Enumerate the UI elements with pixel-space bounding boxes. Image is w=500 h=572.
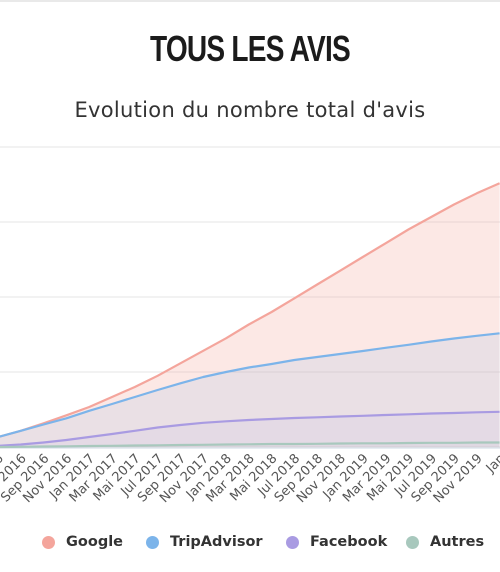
legend-marker-facebook bbox=[286, 535, 299, 549]
top-divider bbox=[0, 0, 500, 2]
series-lines bbox=[0, 182, 500, 449]
x-tick-label: Jan bbox=[483, 451, 500, 476]
area-tripadvisor bbox=[0, 333, 500, 447]
legend-marker-autres bbox=[406, 535, 419, 549]
line-tripadvisor bbox=[0, 332, 500, 438]
legend-item-facebook[interactable]: Facebook bbox=[286, 534, 387, 550]
legend-marker-tripadvisor bbox=[146, 535, 159, 549]
legend-item-tripadvisor[interactable]: TripAdvisor bbox=[146, 534, 263, 550]
legend-label-tripadvisor: TripAdvisor bbox=[170, 534, 263, 550]
legend: Google TripAdvisor Facebook Autres bbox=[0, 534, 500, 556]
line-facebook bbox=[0, 410, 500, 447]
chart-title: Evolution du nombre total d'avis bbox=[74, 98, 426, 122]
area-facebook bbox=[0, 411, 500, 447]
legend-label-autres: Autres bbox=[430, 534, 485, 550]
legend-item-autres[interactable]: Autres bbox=[406, 534, 484, 550]
legend-label-google: Google bbox=[66, 534, 124, 550]
section-title: TOUS LES AVIS bbox=[150, 28, 351, 69]
area-google bbox=[0, 183, 500, 447]
series-areas bbox=[0, 183, 500, 447]
legend-item-google[interactable]: Google bbox=[42, 534, 123, 550]
line-autres bbox=[0, 441, 500, 449]
legend-label-facebook: Facebook bbox=[310, 534, 388, 550]
legend-marker-google bbox=[42, 535, 55, 549]
line-google bbox=[0, 182, 500, 438]
